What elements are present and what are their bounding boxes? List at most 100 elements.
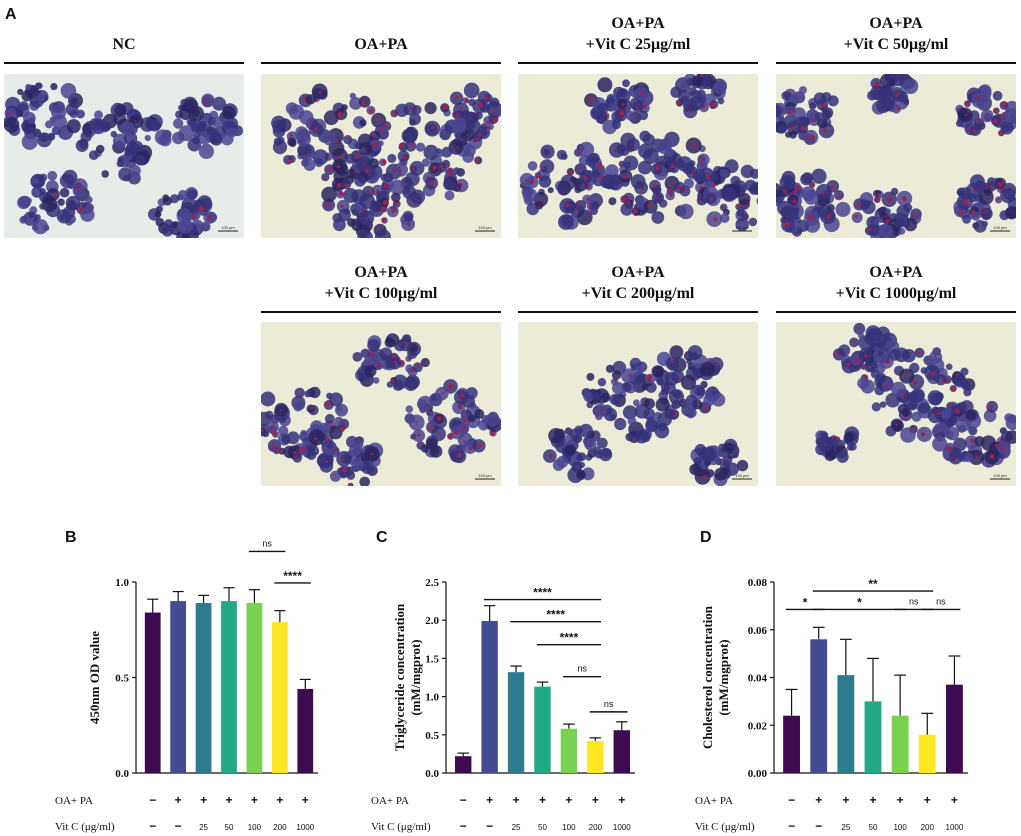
cell [300, 429, 308, 438]
cell [110, 130, 118, 138]
scale-bar-label: 100 μm [993, 473, 1007, 478]
vitc-row-value: 25 [841, 823, 850, 832]
lipid-droplet [868, 365, 872, 369]
cell [463, 82, 480, 99]
cell [261, 391, 276, 407]
cell [574, 200, 587, 212]
lipid-droplet [276, 448, 280, 453]
lipid-droplet [727, 459, 730, 462]
lipid-droplet [530, 179, 535, 184]
cell [983, 212, 991, 220]
vitc-row-value: − [175, 819, 182, 833]
lipid-droplet [323, 176, 327, 180]
cell [657, 139, 672, 155]
cell [586, 372, 595, 381]
lipid-droplet [671, 360, 674, 364]
lipid-droplet [1001, 447, 1006, 451]
lipid-droplet [997, 182, 1003, 188]
cell [644, 398, 655, 410]
cell [891, 381, 907, 397]
vitc-row-value: 50 [869, 823, 878, 832]
lipid-droplet [868, 227, 872, 232]
lipid-droplet [636, 107, 639, 110]
cell [576, 209, 593, 226]
lipid-droplet [191, 214, 196, 218]
lipid-droplet [492, 117, 498, 123]
cell [605, 364, 615, 373]
lipid-droplet [436, 416, 442, 421]
bar [481, 620, 498, 773]
lipid-droplet [334, 474, 337, 477]
cell [412, 105, 422, 115]
cell [308, 429, 325, 446]
cell [222, 106, 236, 120]
cell [626, 138, 640, 152]
lipid-droplet [483, 96, 488, 100]
lipid-droplet [653, 184, 657, 189]
lipid-droplet [706, 174, 711, 179]
cell [701, 447, 717, 462]
cell [538, 175, 552, 188]
cell [76, 109, 85, 119]
cell [980, 109, 994, 123]
cell [597, 77, 613, 93]
lipid-droplet [463, 418, 468, 423]
significance-label: **** [533, 586, 552, 600]
cell [431, 426, 446, 442]
y-axis-label: 450nm OD value [87, 631, 102, 724]
lipid-droplet [462, 427, 466, 431]
cell [480, 123, 488, 131]
cell [420, 444, 429, 453]
lipid-droplet [381, 217, 386, 223]
cell [777, 124, 787, 134]
lipid-droplet [336, 182, 342, 188]
cell [838, 344, 851, 357]
cell [902, 78, 919, 94]
bar [810, 639, 828, 773]
lipid-droplet [965, 405, 969, 409]
lipid-droplet [565, 202, 570, 208]
cell [359, 142, 373, 156]
cell [735, 217, 749, 232]
lipid-droplet [628, 373, 632, 377]
cell [198, 131, 212, 145]
lipid-droplet [340, 204, 344, 208]
lipid-droplet [414, 420, 418, 424]
cell [955, 119, 964, 127]
lipid-droplet [457, 452, 462, 458]
cell [39, 203, 46, 210]
lipid-droplet [274, 417, 277, 420]
y-tick-label: 0.04 [748, 673, 768, 685]
cell [124, 145, 136, 157]
cell [960, 367, 969, 376]
cell [144, 134, 151, 142]
bar [297, 688, 314, 773]
lipid-droplet [621, 103, 625, 106]
cell [945, 363, 953, 371]
photo-title-line: +Vit C 100μg/ml [324, 285, 438, 302]
lipid-droplet [376, 362, 381, 367]
significance-label: ns [262, 538, 272, 548]
vitc-row-value: 50 [225, 823, 234, 832]
lipid-droplet [946, 445, 952, 451]
cell [324, 413, 335, 424]
cell [833, 190, 844, 201]
lipid-droplet [477, 444, 483, 449]
lipid-droplet [418, 444, 421, 447]
cell [441, 146, 453, 158]
cell [541, 166, 548, 173]
lipid-droplet [279, 408, 282, 412]
lipid-droplet [376, 117, 381, 121]
cell [611, 370, 622, 380]
cell [622, 79, 630, 88]
lipid-droplet [583, 176, 588, 181]
cell [359, 119, 367, 127]
cell [692, 399, 703, 410]
vitc-row-value: 1000 [613, 823, 631, 832]
cell [305, 444, 316, 455]
cell [712, 81, 726, 95]
photo-title-vitc-1000: OA+PA +Vit C 1000μg/ml [776, 262, 1016, 304]
lipid-droplet [329, 137, 332, 140]
lipid-droplet [936, 411, 940, 415]
cell [633, 399, 640, 407]
